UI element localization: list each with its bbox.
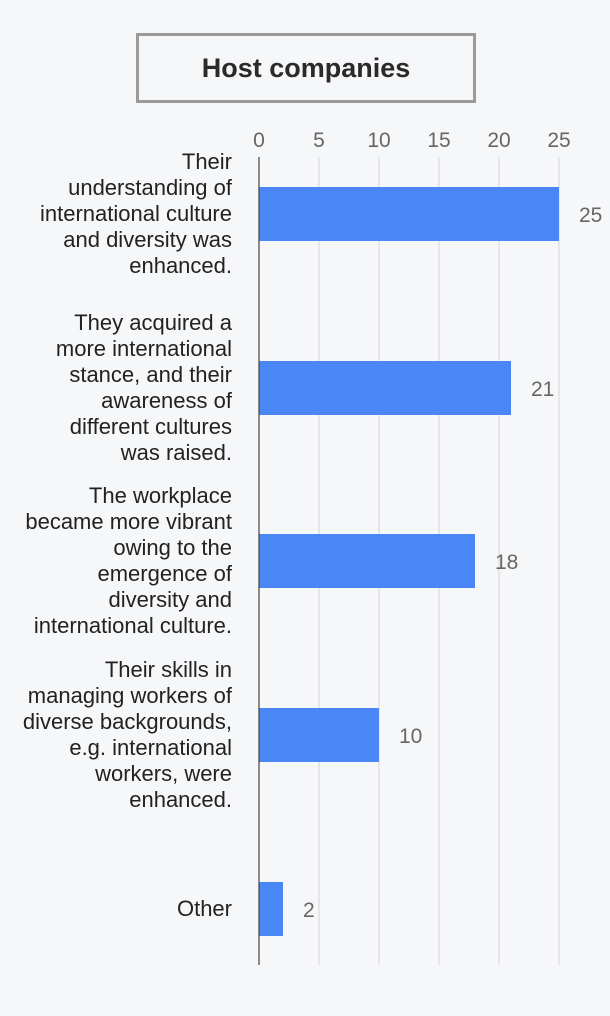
category-label: The workplace became more vibrant owing … [25, 483, 232, 638]
bar-value-label: 2 [303, 899, 315, 922]
category-label: Other [176, 896, 232, 921]
x-tick-label: 10 [367, 129, 390, 152]
bar-value-label: 10 [399, 725, 422, 748]
bar [259, 187, 559, 241]
bar [259, 708, 379, 762]
category-label: Their skills in managing workers of dive… [22, 657, 232, 812]
category-label: Their understanding of international cul… [39, 149, 232, 278]
x-tick-label: 5 [313, 129, 325, 152]
bar [259, 534, 475, 588]
bar [259, 882, 283, 936]
chart-title: Host companies [201, 52, 411, 83]
bar-value-label: 21 [531, 378, 554, 401]
bar [259, 361, 511, 415]
chart-title-box: Host companies [136, 33, 476, 103]
x-tick-label: 15 [427, 129, 450, 152]
x-tick-label: 20 [487, 129, 510, 152]
x-tick-label: 25 [547, 129, 570, 152]
bar-value-label: 18 [495, 551, 518, 574]
x-tick-label: 0 [253, 129, 265, 152]
category-label: They acquired a more international stanc… [55, 310, 232, 465]
bar-value-label: 25 [579, 204, 602, 227]
